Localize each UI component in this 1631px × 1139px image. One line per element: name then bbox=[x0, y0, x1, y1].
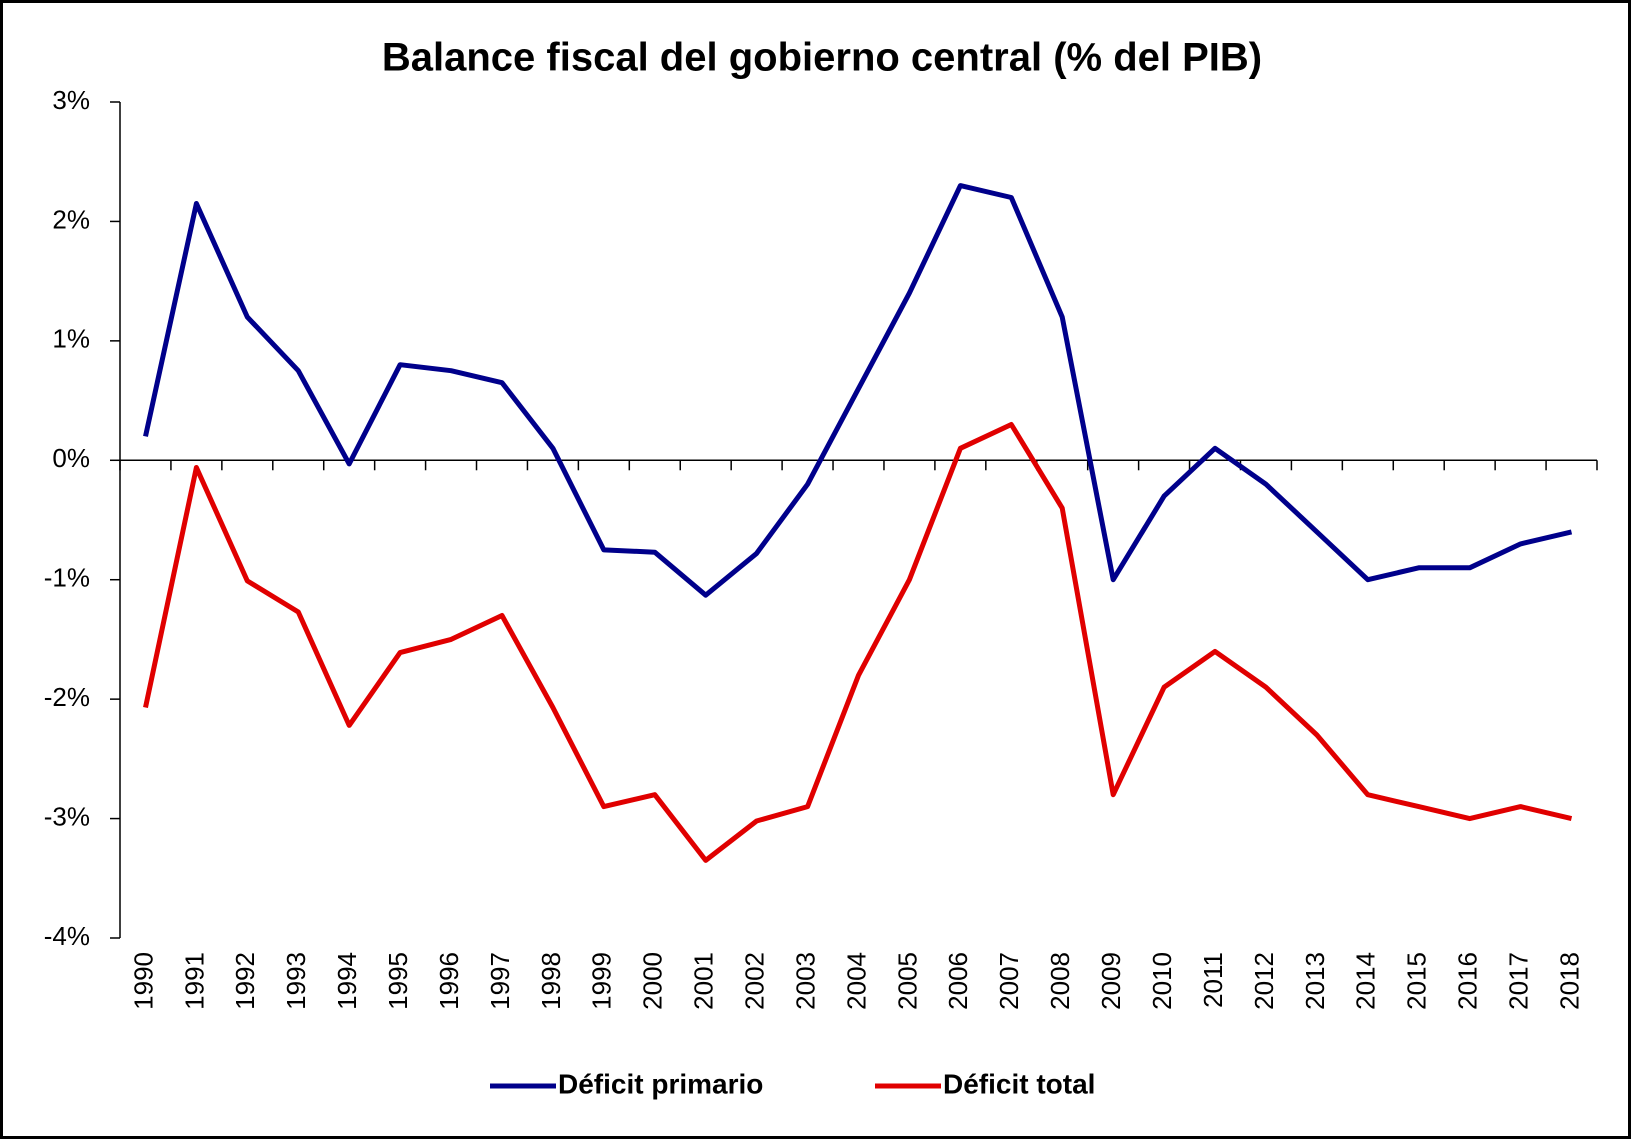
y-tick-label: -1% bbox=[44, 563, 90, 593]
series-line bbox=[143, 422, 1573, 863]
x-tick-label: 2015 bbox=[1402, 952, 1432, 1010]
x-tick-label: 2011 bbox=[1198, 952, 1228, 1008]
x-tick-label: 1993 bbox=[281, 952, 311, 1010]
y-tick-label: -4% bbox=[44, 921, 90, 951]
y-tick-label: 2% bbox=[52, 204, 90, 234]
legend-label: Déficit total bbox=[943, 1068, 1095, 1099]
y-tick-label: 3% bbox=[52, 85, 90, 115]
x-tick-label: 2001 bbox=[689, 952, 719, 1010]
x-tick-label: 1991 bbox=[179, 952, 209, 1010]
x-tick-label: 2002 bbox=[740, 952, 770, 1010]
x-tick-label: 2000 bbox=[638, 952, 668, 1010]
x-tick-label: 1996 bbox=[434, 952, 464, 1010]
y-tick-label: 1% bbox=[52, 324, 90, 354]
x-tick-label: 2008 bbox=[1045, 952, 1075, 1010]
x-tick-label: 1992 bbox=[230, 952, 260, 1010]
x-tick-label: 1998 bbox=[536, 952, 566, 1010]
x-tick-label: 2013 bbox=[1300, 952, 1330, 1010]
x-tick-label: 2007 bbox=[994, 952, 1024, 1010]
x-tick-label: 2010 bbox=[1147, 952, 1177, 1010]
chart-title: Balance fiscal del gobierno central (% d… bbox=[382, 36, 1262, 80]
x-tick-label: 2016 bbox=[1453, 952, 1483, 1010]
x-tick-label: 2018 bbox=[1554, 952, 1584, 1010]
y-tick-label: -2% bbox=[44, 682, 90, 712]
y-tick-label: -3% bbox=[44, 801, 90, 831]
x-tick-label: 2004 bbox=[841, 952, 871, 1010]
y-tick-label: 0% bbox=[52, 443, 90, 473]
x-tick-label: 2009 bbox=[1096, 952, 1126, 1010]
x-tick-label: 1994 bbox=[332, 952, 362, 1010]
series-line bbox=[143, 183, 1573, 598]
x-tick-label: 1999 bbox=[587, 952, 617, 1010]
x-tick-label: 2012 bbox=[1249, 952, 1279, 1010]
x-tick-label: 2003 bbox=[790, 952, 820, 1010]
x-tick-label: 1990 bbox=[128, 952, 158, 1010]
x-tick-label: 2005 bbox=[892, 952, 922, 1010]
legend-label: Déficit primario bbox=[558, 1068, 763, 1099]
x-tick-label: 2006 bbox=[943, 952, 973, 1010]
x-tick-label: 2014 bbox=[1351, 952, 1381, 1010]
x-tick-label: 1997 bbox=[485, 952, 515, 1010]
x-tick-label: 2017 bbox=[1503, 952, 1533, 1010]
x-tick-label: 1995 bbox=[383, 952, 413, 1010]
